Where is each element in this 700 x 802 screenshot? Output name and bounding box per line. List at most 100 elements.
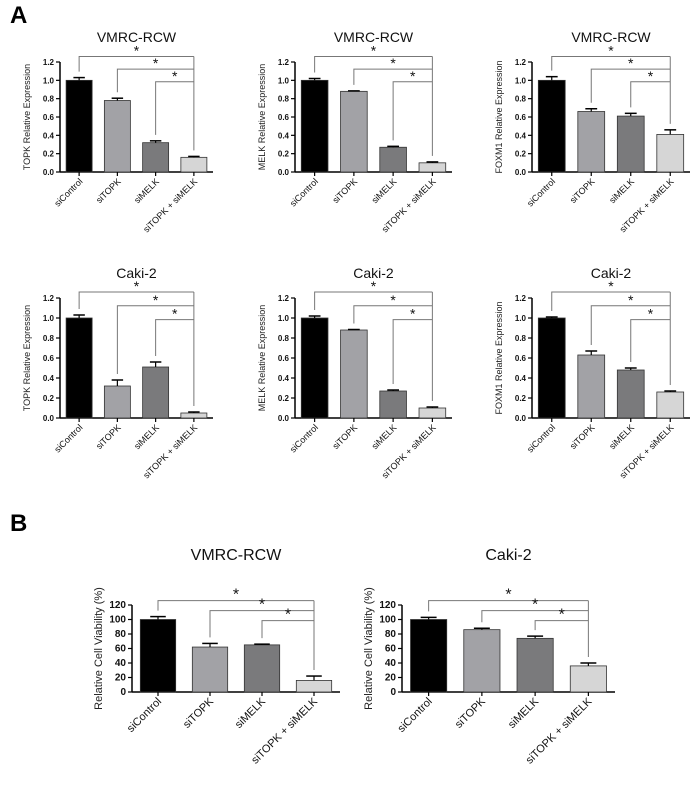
y-tick-label: 20: [385, 673, 397, 684]
x-tick-label: siMELK: [132, 422, 161, 451]
significance-bracket: [590, 68, 671, 103]
y-tick-label: 0.0: [278, 168, 290, 177]
y-tick-label: 0.8: [278, 334, 290, 343]
y-tick-label: 0.2: [278, 150, 290, 159]
x-tick-label: siControl: [52, 176, 84, 208]
y-tick-label: 0.2: [515, 150, 527, 159]
x-tick-label: siMELK: [132, 176, 161, 205]
bar-sicontrol: [139, 619, 177, 693]
panel-label-b: B: [10, 510, 28, 537]
x-tick-label: siControl: [125, 696, 164, 735]
y-tick-label: 0.6: [515, 354, 527, 363]
y-tick-label: 0.6: [43, 113, 55, 122]
y-tick-label: 0.8: [43, 95, 55, 104]
x-tick-label: siTOPK: [94, 422, 123, 451]
significance-star: *: [134, 278, 140, 294]
x-tick-label: siMELK: [607, 176, 636, 205]
chart-title: VMRC-RCW: [97, 29, 177, 45]
y-tick-label: 1.0: [515, 314, 527, 323]
significance-bracket: [630, 319, 671, 362]
y-tick-label: 1.2: [43, 58, 55, 67]
bar-simelk: [142, 142, 170, 173]
significance-star: *: [628, 55, 634, 71]
significance-star: *: [172, 68, 178, 84]
y-tick-label: 40: [385, 658, 397, 669]
bar-sitopk-simelk: [180, 156, 208, 173]
bar-chart-4: Caki-2 MELK Relative Expression 0.0 0.2 0.4 0…: [257, 265, 452, 480]
y-tick-label: 0.4: [515, 131, 527, 140]
bar-sitopk: [463, 629, 501, 693]
chart-title: VMRC-RCW: [334, 29, 414, 45]
bar-sicontrol: [300, 79, 329, 173]
y-tick-label: 0: [120, 687, 126, 698]
bar-sitopk-simelk: [656, 134, 685, 173]
y-tick-label: 0.0: [278, 414, 290, 423]
y-tick-label: 120: [109, 600, 126, 611]
bar-sicontrol: [410, 619, 448, 693]
x-tick-label: siTOPK: [568, 176, 597, 205]
bar-sicontrol: [537, 79, 566, 173]
bar-chart-7: Caki-2 Relative Cell Viability (%) 0 20 40 60…: [363, 547, 615, 766]
bar-sitopk-simelk: [418, 407, 447, 419]
y-tick-label: 0: [390, 687, 396, 698]
significance-star: *: [259, 597, 265, 614]
y-tick-label: 0.2: [278, 394, 290, 403]
significance-bracket: [116, 305, 194, 374]
y-tick-label: 80: [385, 629, 397, 640]
bar-sitopk: [577, 111, 606, 173]
bar-chart-5: Caki-2 FOXM1 Relative Expression 0.0 0.2 0.4…: [494, 265, 690, 480]
y-tick-label: 1.0: [278, 314, 290, 323]
bar-sitopk: [103, 100, 131, 173]
significance-star: *: [410, 68, 416, 84]
y-tick-label: 1.2: [43, 294, 55, 303]
significance-star: *: [153, 55, 159, 71]
y-axis-label: FOXM1 Relative Expression: [494, 60, 504, 173]
significance-bracket: [209, 610, 314, 638]
bar-simelk: [616, 115, 645, 173]
significance-bracket: [481, 610, 589, 623]
significance-bracket: [78, 291, 194, 309]
bar-sitopk-simelk: [656, 391, 685, 419]
x-tick-label: siMELK: [233, 695, 269, 731]
chart-title: Caki-2: [116, 265, 157, 281]
significance-star: *: [648, 306, 654, 322]
y-tick-label: 0.2: [43, 150, 55, 159]
significance-bracket: [551, 291, 671, 311]
y-tick-label: 1.2: [515, 58, 527, 67]
significance-bracket: [630, 81, 671, 108]
bar-chart-0: VMRC-RCW TOPK Relative Expression 0.0 0.2 0.…: [22, 29, 213, 234]
bar-simelk: [616, 369, 645, 419]
y-tick-label: 80: [115, 629, 127, 640]
significance-star: *: [532, 597, 538, 614]
y-tick-label: 60: [385, 644, 397, 655]
x-tick-label: siMELK: [370, 176, 399, 205]
y-tick-label: 0.8: [278, 95, 290, 104]
y-tick-label: 60: [115, 644, 127, 655]
significance-star: *: [172, 306, 178, 322]
x-tick-label: siControl: [52, 422, 84, 454]
significance-star: *: [233, 587, 239, 604]
x-tick-label: siMELK: [607, 422, 636, 451]
significance-star: *: [390, 292, 396, 308]
significance-bracket: [116, 68, 194, 93]
significance-star: *: [371, 43, 377, 59]
x-tick-label: siTOPK: [568, 422, 597, 451]
chart-title: VMRC-RCW: [191, 547, 283, 564]
significance-bracket: [314, 56, 433, 73]
significance-bracket: [155, 319, 194, 356]
y-tick-label: 0.2: [43, 394, 55, 403]
y-tick-label: 100: [109, 615, 126, 626]
significance-star: *: [285, 607, 291, 624]
x-tick-label: siTOPK: [94, 176, 123, 205]
bar-chart-6: VMRC-RCW Relative Cell Viability (%) 0 20 40…: [93, 547, 340, 766]
significance-star: *: [608, 278, 614, 294]
bar-simelk: [142, 366, 170, 419]
significance-bracket: [155, 81, 194, 135]
x-tick-label: siMELK: [506, 695, 542, 731]
y-tick-label: 1.2: [278, 58, 290, 67]
significance-star: *: [628, 292, 634, 308]
significance-star: *: [608, 43, 614, 59]
significance-star: *: [134, 43, 140, 59]
x-tick-label: siMELK: [370, 422, 399, 451]
significance-star: *: [390, 55, 396, 71]
